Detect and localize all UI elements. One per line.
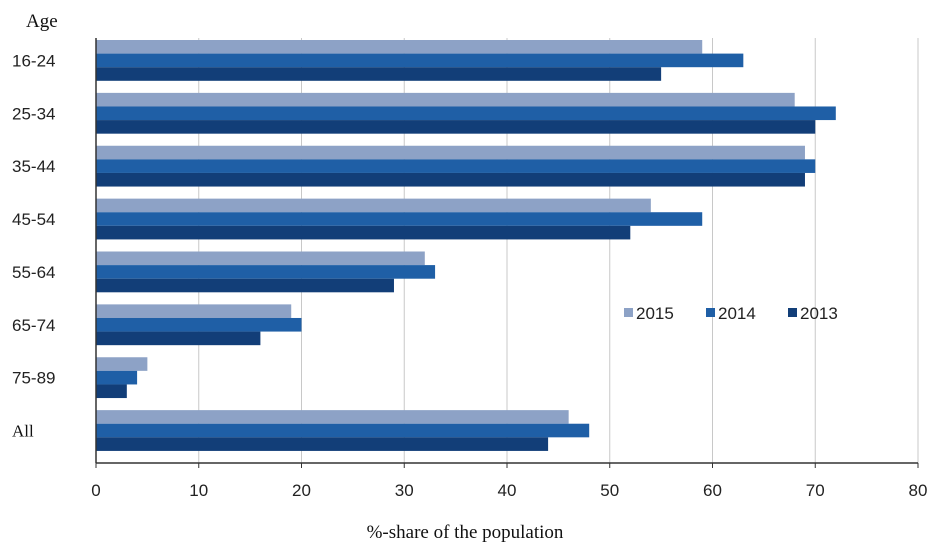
- category-label: 55-64: [12, 263, 55, 282]
- bar-2013-16-24: [96, 67, 662, 81]
- bar-2014-25-34: [96, 106, 836, 121]
- x-axis-title: %-share of the population: [367, 522, 564, 543]
- legend-swatch-2015: [624, 308, 633, 317]
- category-label: 25-34: [12, 104, 55, 123]
- bar-2015-45-54: [96, 198, 651, 213]
- bar-2014-65-74: [96, 317, 302, 332]
- category-label: 35-44: [12, 157, 55, 176]
- legend-label: 2014: [718, 304, 756, 323]
- bar-2014-35-44: [96, 159, 816, 173]
- bar-2013-All: [96, 437, 549, 451]
- bar-2015-25-34: [96, 92, 795, 107]
- category-label: 65-74: [12, 316, 55, 335]
- x-tick-label: 70: [806, 481, 825, 500]
- bar-2015-All: [96, 410, 569, 424]
- x-tick-label: 60: [703, 481, 722, 500]
- bar-2014-75-89: [96, 370, 138, 385]
- category-label: 75-89: [12, 369, 55, 388]
- legend-label: 2015: [636, 304, 674, 323]
- bar-2013-35-44: [96, 172, 805, 187]
- bar-2015-55-64: [96, 251, 425, 266]
- bar-2015-65-74: [96, 304, 292, 318]
- x-tick-label: 0: [91, 481, 100, 500]
- bar-2014-55-64: [96, 265, 436, 279]
- bar-2013-25-34: [96, 120, 816, 134]
- legend-swatch-2013: [788, 308, 797, 317]
- category-label: All: [12, 422, 34, 441]
- bar-2014-All: [96, 423, 590, 438]
- legend-label: 2013: [800, 304, 838, 323]
- bar-2013-65-74: [96, 331, 261, 346]
- bar-2014-45-54: [96, 212, 703, 226]
- bar-2014-16-24: [96, 53, 744, 68]
- x-tick-label: 40: [498, 481, 517, 500]
- x-ticks: 0 10 20 30 40 50 60 70 80: [91, 463, 927, 500]
- x-tick-label: 50: [600, 481, 619, 500]
- bar-2013-75-89: [96, 384, 127, 399]
- category-labels: 16-24 25-34 35-44 45-54 55-64 65-74 75-89 All: [12, 51, 55, 440]
- bar-2015-16-24: [96, 40, 703, 54]
- bars: [96, 40, 836, 451]
- x-tick-label: 30: [395, 481, 414, 500]
- x-tick-label: 20: [292, 481, 311, 500]
- bar-2013-45-54: [96, 225, 631, 240]
- category-label: 45-54: [12, 210, 55, 229]
- category-label: 16-24: [12, 51, 55, 70]
- legend: 2015 2014 2013: [624, 304, 838, 323]
- legend-swatch-2014: [706, 308, 715, 317]
- x-tick-label: 80: [909, 481, 928, 500]
- bar-2015-75-89: [96, 357, 148, 371]
- y-axis-title: Age: [26, 11, 58, 32]
- bar-2015-35-44: [96, 145, 805, 160]
- bar-2013-55-64: [96, 278, 394, 293]
- x-tick-label: 10: [189, 481, 208, 500]
